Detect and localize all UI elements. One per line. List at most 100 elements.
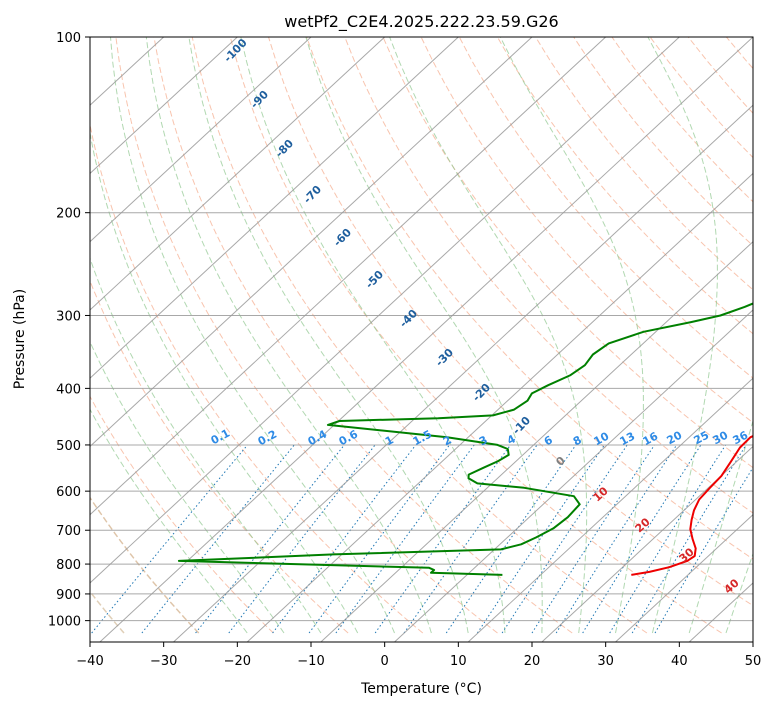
moist-adiabat	[90, 408, 248, 634]
dewpoint-profile	[177, 302, 753, 576]
moist-adiabat	[110, 37, 395, 634]
isotherm-label: -70	[301, 183, 324, 207]
dry-adiabat	[90, 122, 424, 634]
axis-ticks: −40 −30 −20 −10 0 10 20 30 40 5010020030040050060…	[48, 31, 761, 669]
dry-adiabat	[496, 37, 753, 335]
isotherm	[90, 37, 459, 379]
mixing-ratio-line	[531, 444, 655, 634]
isotherm	[99, 37, 753, 642]
mixing-ratio-line	[228, 444, 376, 634]
y-tick-label: 300	[56, 309, 81, 324]
isotherm-label: -40	[397, 307, 420, 331]
temperature-profile	[631, 435, 753, 576]
mixing-ratio-label: 16	[641, 429, 661, 448]
mixing-ratio-line	[609, 444, 727, 634]
moist-adiabat	[305, 37, 543, 633]
x-tick-label: −10	[297, 654, 324, 669]
dry-adiabat	[458, 37, 753, 379]
isotherm	[246, 172, 753, 642]
mixing-ratio-label: 6	[542, 433, 555, 448]
x-axis-label: Temperature (°C)	[360, 681, 482, 697]
y-axis-label: Pressure (hPa)	[12, 289, 28, 389]
isotherm	[394, 309, 753, 642]
isotherm-label: -20	[470, 381, 493, 405]
y-tick-label: 100	[56, 31, 81, 46]
background-lines	[90, 37, 775, 642]
isotherm	[763, 37, 775, 642]
isotherm-label: -30	[433, 346, 456, 370]
x-tick-label: 30	[597, 654, 614, 669]
plot-frame	[89, 36, 754, 643]
mixing-ratio-line	[335, 444, 475, 634]
moist-adiabat	[647, 37, 718, 634]
mixing-ratio-line	[631, 444, 747, 634]
isotherm-label: -80	[273, 137, 296, 161]
mixing-ratio-line	[91, 444, 248, 634]
isotherm	[90, 37, 386, 311]
y-tick-label: 400	[56, 382, 81, 397]
x-tick-label: 50	[745, 654, 762, 669]
dry-adiabat	[153, 37, 573, 634]
mixing-ratio-label: 0.1	[209, 427, 232, 448]
moist-adiabat	[725, 552, 753, 634]
chart-title: wetPf2_C2E4.2025.222.23.59.G26	[284, 12, 558, 32]
moist-adiabat	[90, 340, 285, 634]
moist-adiabat	[90, 130, 359, 634]
moist-adiabat	[240, 37, 506, 634]
mixing-ratio-line	[403, 444, 538, 634]
isotherm	[320, 241, 753, 642]
x-tick-label: 0	[381, 654, 389, 669]
x-tick-label: 10	[450, 654, 467, 669]
dry-adiabat	[535, 37, 753, 291]
dry-adiabat	[765, 37, 775, 633]
isotherm	[173, 104, 753, 642]
isotherm	[688, 582, 753, 642]
mixing-ratio-label: 25	[692, 429, 712, 448]
dry-adiabat	[726, 37, 753, 70]
series-layer	[177, 302, 753, 576]
moist-adiabat	[389, 37, 588, 634]
isotherm	[90, 37, 533, 448]
y-tick-label: 200	[56, 207, 81, 222]
moist-adiabat	[145, 37, 432, 634]
y-tick-label: 900	[56, 588, 81, 603]
dry-adiabat	[90, 395, 274, 634]
mixing-ratio-label: 2	[441, 433, 454, 448]
y-tick-label: 500	[56, 439, 81, 454]
dry-adiabat	[229, 37, 722, 634]
dry-adiabat	[306, 37, 753, 560]
isotherm	[90, 37, 680, 584]
dry-adiabat	[90, 496, 200, 634]
mixing-ratio-line	[374, 444, 511, 634]
isotherm	[90, 37, 238, 175]
mixing-ratio-label: 36	[731, 428, 751, 447]
mixing-ratio-line	[654, 466, 753, 634]
isotherm	[90, 37, 312, 243]
mixing-ratio-label: 20	[665, 428, 685, 447]
dry-adiabat	[191, 37, 648, 634]
dry-adiabat	[115, 37, 498, 634]
moist-adiabat	[499, 37, 644, 634]
x-tick-label: −40	[76, 654, 103, 669]
dry-adiabat-label: 30	[677, 545, 697, 565]
mixing-ratio-label: 13	[618, 430, 638, 449]
isotherm	[615, 513, 753, 642]
mixing-ratio-line	[308, 444, 450, 634]
x-tick-label: −30	[150, 654, 177, 669]
mixing-ratio-line	[445, 444, 577, 634]
isotherm-label: -60	[331, 226, 354, 250]
y-tick-label: 800	[56, 558, 81, 573]
dry-adiabat	[90, 279, 349, 634]
moist-adiabat	[188, 37, 469, 634]
isotherm	[90, 37, 607, 516]
dry-adiabat	[649, 37, 753, 159]
y-tick-label: 1000	[48, 615, 81, 630]
dry-adiabat-label: 20	[633, 515, 653, 535]
moist-adiabat	[90, 256, 322, 634]
mixing-ratio-line	[501, 444, 628, 634]
x-tick-label: −20	[224, 654, 251, 669]
mixing-ratio-label: 30	[711, 428, 731, 447]
mixing-ratio-line	[476, 444, 605, 634]
dry-adiabat	[344, 37, 753, 514]
